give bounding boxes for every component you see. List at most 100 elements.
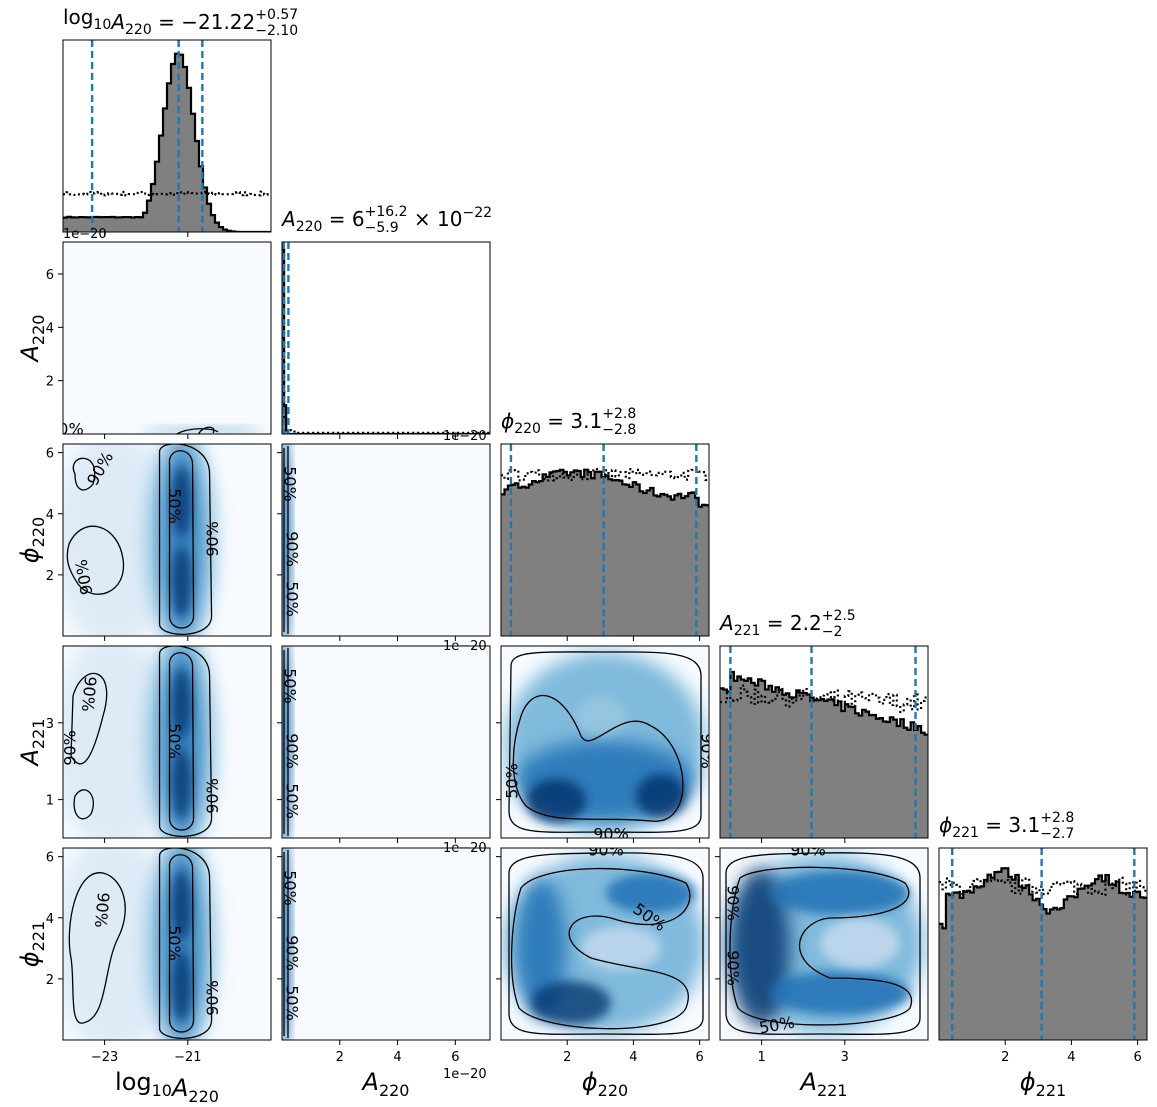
panel-frame <box>62 241 272 435</box>
density-A221-vs-phi220: 50% 90% 90% <box>501 646 717 838</box>
title-part: 6 <box>352 207 365 231</box>
title-part: = <box>979 813 1008 837</box>
axis-label-part: ϕ <box>582 1068 598 1096</box>
contour-90 <box>725 852 921 1035</box>
density-blob <box>526 779 586 823</box>
axis-label-part: 10 <box>152 1081 172 1100</box>
title-part: −2.7 <box>1040 826 1074 842</box>
diag-hist-phi221 <box>939 848 1147 1040</box>
title-part: +2.8 <box>602 406 636 422</box>
contour-label-50: 50% <box>503 763 522 799</box>
histogram-outline <box>939 867 1147 930</box>
density-blob <box>606 873 696 913</box>
histogram-bars <box>282 249 490 434</box>
contour-label-90: 90% <box>283 733 302 769</box>
contour-label-90: 90% <box>203 980 222 1016</box>
contour-label-90: 90% <box>61 730 80 766</box>
density-blob <box>171 466 192 537</box>
density-blob <box>770 871 910 915</box>
x-axis-label-A221: A221 <box>799 1068 848 1100</box>
x-tick-label: 2 <box>563 1050 571 1065</box>
panel-frame <box>719 847 929 1041</box>
title-part: 220 <box>296 219 323 235</box>
y-tick-label: 1 <box>46 794 54 809</box>
diag-hist-A221 <box>720 646 928 838</box>
title-part: 221 <box>734 623 761 639</box>
contour-label-50: 50% <box>281 870 300 906</box>
density-blob <box>576 696 626 736</box>
y-axis-label-phi221: ϕ221 <box>16 921 48 967</box>
axis-label-part: ϕ <box>16 547 44 563</box>
text-layer: 2 4 6 2 4 6 1 3 −23 −21 2 4 6 2 4 6 2 4 6 1 3 2 4 6 1e−20 1e−20 1e… <box>16 5 1142 1106</box>
axis-label-part: 220 <box>379 1081 410 1100</box>
axis-label-part: log <box>115 1068 152 1096</box>
title-part: 2.2 <box>790 611 822 635</box>
title-part: 220 <box>125 22 152 38</box>
histogram-bars <box>63 53 271 232</box>
contour-label-90: 90% <box>283 935 302 971</box>
title-part: +2.5 <box>822 608 856 624</box>
title-part: 3.1 <box>570 409 602 433</box>
density-blob <box>171 547 192 618</box>
x-axis-label-phi221: ϕ221 <box>1020 1068 1066 1100</box>
contour-90 <box>508 852 704 1035</box>
histogram-outline <box>501 468 709 508</box>
panel-frame <box>500 847 710 1041</box>
panel-frame <box>938 847 1148 1041</box>
contour-50 <box>512 694 684 822</box>
density-blob <box>171 668 192 739</box>
histogram-bars <box>939 868 1147 1040</box>
x-tick-label: 6 <box>1133 1050 1141 1065</box>
histogram-bars <box>501 469 709 636</box>
panel-frame <box>281 847 491 1041</box>
title-part: = <box>760 611 789 635</box>
title-part: = <box>541 409 570 433</box>
title-part: −5.9 <box>365 220 399 236</box>
x-axis-label-phi220: ϕ220 <box>582 1068 628 1100</box>
density-phi221-vs-log10A220: 90% 50% 90% <box>63 848 271 1040</box>
density-blob <box>63 848 173 1040</box>
panel-frame <box>719 645 929 839</box>
contour-label-50: 50% <box>281 668 300 704</box>
density-blob <box>171 951 192 1022</box>
contour-label-50: 50% <box>165 488 184 524</box>
title-part: −2 <box>822 624 843 640</box>
contour-90 <box>508 651 702 833</box>
contour-label-90: 90% <box>724 950 743 986</box>
title-log10A220: log10A220 = −21.22+0.57 −2.10 <box>63 5 298 39</box>
panels-layer: 0%90%90%50%90%90%90% 50%90%90%50%90%50%90… <box>58 39 1148 1045</box>
density-phi220-vs-log10A220: 90%90%50%90% <box>63 444 271 636</box>
density-background <box>282 848 490 1040</box>
density-background <box>282 444 490 636</box>
title-part: 3.1 <box>1008 813 1040 837</box>
title-A221: A221 = 2.2+2.5 −2 <box>718 608 856 640</box>
density-phi221-vs-phi220: 90%50% <box>501 841 709 1040</box>
x-tick-label: −23 <box>91 1050 118 1065</box>
density-background <box>282 646 490 838</box>
y-tick-label: 3 <box>46 717 54 732</box>
title-part: ϕ <box>501 409 514 433</box>
contour-label-90: 90% <box>698 733 717 769</box>
axis-offset-text: 1e−20 <box>443 639 487 654</box>
panel-frame <box>281 645 491 839</box>
x-axis-label-A220: A220 <box>361 1068 410 1100</box>
y-tick-label: 2 <box>46 569 54 584</box>
title-part: −2.8 <box>602 422 636 438</box>
contour-90-left <box>70 672 108 765</box>
x-tick-label: 3 <box>841 1050 849 1065</box>
axis-label-part: 221 <box>29 921 48 952</box>
y-tick-label: 4 <box>46 912 54 927</box>
title-phi220: ϕ220 = 3.1+2.8 −2.8 <box>501 406 636 438</box>
title-A220: A220 = 6+16.2 −5.9 × 10−22 <box>280 204 492 236</box>
title-phi221: ϕ221 = 3.1+2.8 −2.7 <box>939 810 1074 842</box>
contour-label-90: 90% <box>588 841 624 860</box>
panel-frame <box>62 39 272 233</box>
contour-50 <box>168 652 195 831</box>
x-tick-label: 2 <box>336 1050 344 1065</box>
density-background <box>63 242 271 434</box>
density-phi221-vs-A220: 50% 90% 50% <box>281 848 490 1040</box>
contour-label-50: 50% <box>165 723 184 759</box>
y-tick-label: 2 <box>46 375 54 390</box>
contour-90-left <box>72 457 96 491</box>
